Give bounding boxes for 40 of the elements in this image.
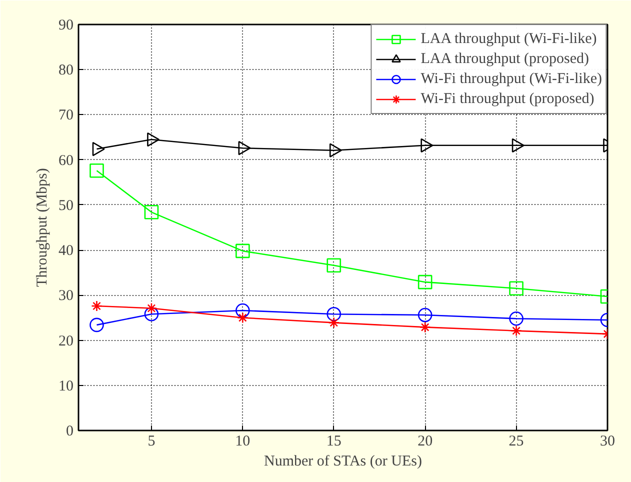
legend-label: Wi-Fi throughput (Wi-Fi-like): [420, 70, 602, 88]
x-axis-title: Number of STAs (or UEs): [264, 454, 422, 470]
x-tick-label: 30: [600, 434, 615, 450]
y-tick-label: 80: [58, 62, 74, 79]
legend-label: Wi-Fi throughput (proposed): [420, 90, 594, 108]
x-tick-label: 5: [148, 434, 156, 450]
legend-label: LAA throughput (proposed): [420, 50, 590, 68]
point: [146, 302, 158, 314]
point: [510, 325, 522, 336]
point: [90, 318, 104, 332]
legend-label: LAA throughput (Wi-Fi-like): [420, 30, 597, 48]
y-tick-label: 20: [58, 333, 74, 350]
x-tick-label: 20: [418, 434, 433, 450]
point: [326, 258, 342, 273]
point: [419, 322, 431, 333]
y-tick-label: 0: [66, 424, 74, 440]
point: [509, 311, 524, 326]
point: [418, 274, 432, 290]
x-tick-label: 10: [235, 434, 250, 450]
y-tick-label: 60: [58, 152, 74, 169]
y-tick-label: 10: [58, 378, 74, 394]
point: [328, 317, 340, 328]
point: [144, 205, 159, 220]
y-axis-title: Throughput (Mbps): [34, 168, 50, 287]
x-tick-label: 15: [326, 434, 342, 450]
point: [236, 244, 250, 258]
point: [326, 306, 342, 322]
point: [144, 306, 159, 322]
point: [90, 164, 104, 178]
y-tick-label: 50: [58, 198, 74, 214]
y-tick-label: 30: [58, 288, 74, 304]
point: [91, 300, 102, 312]
point: [418, 308, 432, 322]
point: [509, 281, 524, 296]
y-tick-label: 90: [58, 18, 74, 34]
point: [236, 303, 250, 318]
y-tick-label: 70: [58, 108, 74, 124]
y-tick-label: 40: [58, 243, 74, 260]
x-tick-label: 25: [508, 434, 524, 450]
point: [237, 312, 248, 324]
